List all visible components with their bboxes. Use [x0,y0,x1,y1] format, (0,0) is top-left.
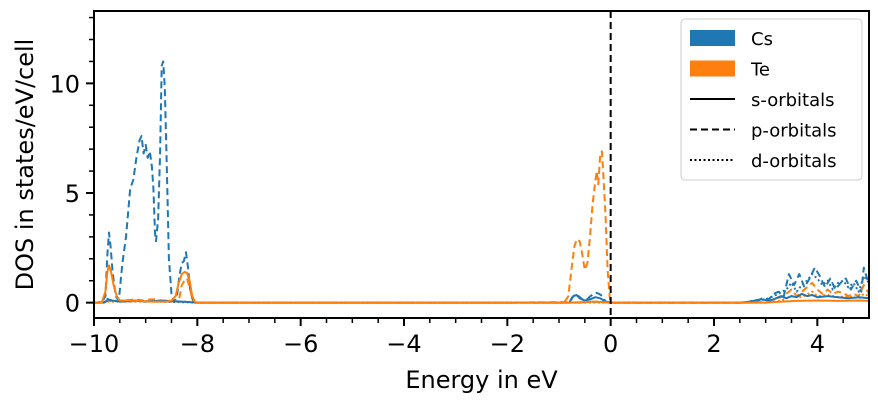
x-tick-label: −8 [180,330,215,358]
legend: Cs Te s-orbitals p-orbitals d-orbitals [680,18,863,181]
y-tick-label: 5 [65,180,80,208]
x-tick-label: −10 [69,330,120,358]
series-line-cs-d [94,273,869,304]
legend-frame [680,18,863,181]
legend-label-p-orbitals: p-orbitals [751,121,837,142]
x-axis-label: Energy in eV [405,366,558,394]
y-axis-label: DOS in states/eV/cell [11,39,39,291]
y-tick-label: 10 [49,70,80,98]
x-tick-label: −4 [386,330,421,358]
legend-swatch-cs [690,30,735,46]
x-tick-label: 4 [810,330,825,358]
x-tick-label: −2 [490,330,525,358]
legend-label-cs: Cs [751,29,773,50]
series-line-te-s [94,264,869,304]
x-tick-label: 2 [706,330,721,358]
legend-label-te: Te [750,60,770,81]
legend-label-d-orbitals: d-orbitals [751,151,837,172]
x-tick-label: 0 [603,330,618,358]
x-tick-label: −6 [283,330,318,358]
y-tick-label: 0 [65,290,80,318]
legend-swatch-te [690,60,735,77]
legend-label-s-orbitals: s-orbitals [751,90,835,111]
